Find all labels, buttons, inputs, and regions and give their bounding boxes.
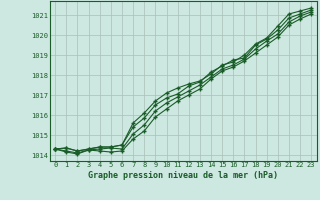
X-axis label: Graphe pression niveau de la mer (hPa): Graphe pression niveau de la mer (hPa) [88, 171, 278, 180]
